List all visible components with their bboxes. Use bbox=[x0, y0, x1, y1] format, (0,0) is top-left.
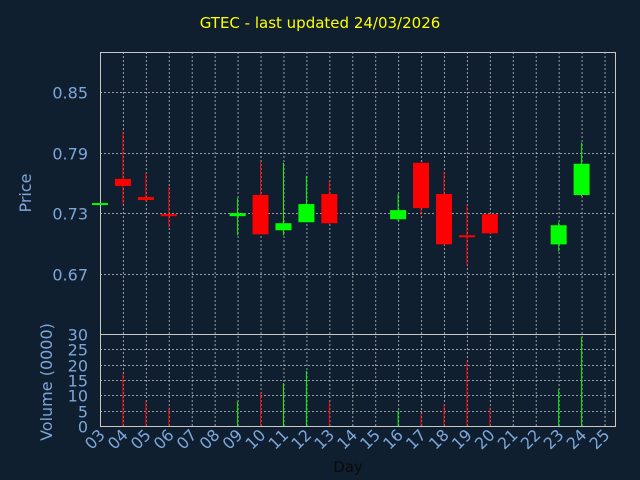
candle-body bbox=[436, 194, 452, 245]
candle-body bbox=[92, 203, 108, 206]
chart-title: GTEC - last updated 24/03/2026 bbox=[199, 14, 441, 32]
candle-body bbox=[275, 223, 292, 231]
volume-tick-label: 25 bbox=[68, 341, 88, 360]
volume-tick-label: 30 bbox=[68, 326, 88, 345]
volume-tick-label: 20 bbox=[68, 357, 88, 376]
candle-body bbox=[573, 163, 590, 196]
candle-body bbox=[550, 225, 567, 245]
price-tick-label: 0.79 bbox=[52, 145, 88, 164]
volume-panel-border bbox=[100, 334, 616, 427]
price-tick-label: 0.67 bbox=[52, 266, 88, 285]
candle-body bbox=[114, 178, 131, 186]
candle-body bbox=[160, 214, 177, 217]
price-tick-label: 0.73 bbox=[52, 205, 88, 224]
candle-body bbox=[298, 204, 315, 223]
price-panel-border bbox=[100, 52, 616, 335]
x-tick-label: 25 bbox=[586, 425, 614, 453]
volume-tick-label: 0 bbox=[78, 418, 88, 437]
candle-body bbox=[252, 195, 269, 235]
price-tick-label: 0.85 bbox=[52, 84, 88, 103]
volume-tick-label: 5 bbox=[78, 403, 88, 422]
candle-body bbox=[229, 213, 246, 217]
candle-body bbox=[137, 197, 154, 201]
volume-tick-label: 15 bbox=[68, 372, 88, 391]
candle-body bbox=[458, 235, 475, 238]
candle-body bbox=[390, 210, 407, 220]
volume-tick-label: 10 bbox=[68, 387, 88, 406]
volume-axis-label: Volume (0000) bbox=[37, 323, 56, 441]
candle-body bbox=[321, 194, 338, 224]
price-axis-label: Price bbox=[16, 173, 35, 212]
candle-body bbox=[413, 162, 430, 209]
x-axis-label: Day bbox=[333, 458, 363, 476]
candle-body bbox=[481, 214, 498, 234]
